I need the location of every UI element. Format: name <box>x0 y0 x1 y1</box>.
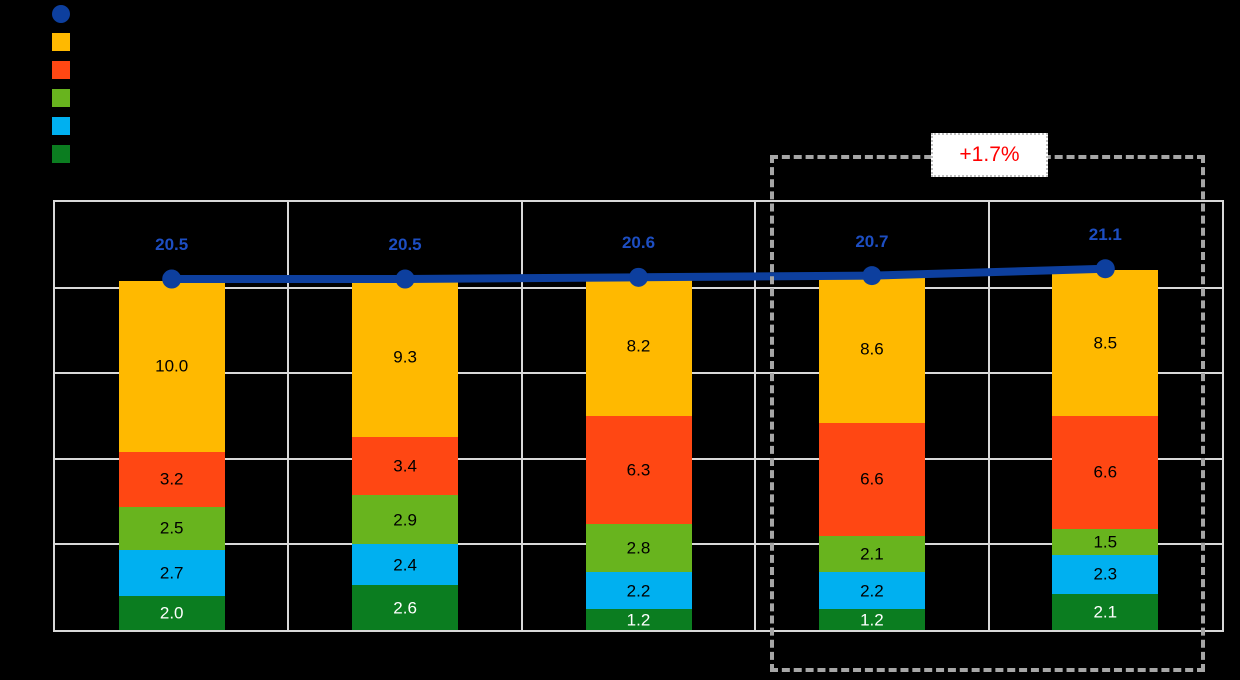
bar-segment-segment-dark-green <box>1052 594 1159 630</box>
total-value-label: 20.5 <box>388 235 422 255</box>
legend-square-icon <box>52 117 70 135</box>
bar-segment-value: 2.7 <box>159 563 184 583</box>
bar-segment-value: 6.6 <box>860 469 884 489</box>
bar-segment-value: 2.3 <box>1093 564 1118 584</box>
bar-segment-segment-amber <box>585 275 692 416</box>
bar-segment-segment-cyan <box>352 544 459 586</box>
gridline-vertical <box>754 202 757 630</box>
bar-segment-segment-amber <box>352 277 459 437</box>
legend <box>52 5 78 163</box>
total-value-label: 20.7 <box>855 231 889 251</box>
legend-item-segment-dark-green <box>52 145 78 163</box>
bar-segment-value: 2.8 <box>626 538 651 558</box>
gridline-vertical <box>520 202 523 630</box>
legend-item-segment-cyan <box>52 117 78 135</box>
legend-item-total-line <box>52 5 78 23</box>
bar-segment-value: 10.0 <box>155 356 189 376</box>
bar-segment-segment-orange <box>118 451 225 507</box>
bar-segment-segment-orange <box>352 436 459 495</box>
bar-segment-segment-amber <box>1052 270 1159 416</box>
legend-item-segment-amber <box>52 33 78 51</box>
gridline-vertical <box>987 202 990 630</box>
bar-segment-value: 3.4 <box>393 456 417 476</box>
bar-segment-value: 2.1 <box>860 544 884 564</box>
growth-annotation-box: +1.7% <box>931 133 1048 177</box>
bar-segment-segment-green <box>585 523 692 572</box>
gridline-vertical <box>287 202 290 630</box>
legend-item-segment-orange <box>52 61 78 79</box>
bar-segment-value: 1.2 <box>860 610 884 630</box>
total-line <box>162 259 1115 289</box>
bar-segment-segment-green <box>118 506 225 550</box>
bar-segment-segment-green <box>818 535 925 572</box>
bar-segment-value: 8.5 <box>1093 333 1118 353</box>
line-marker <box>1095 259 1115 279</box>
bar-segment-segment-dark-green <box>818 609 925 630</box>
bar-segment-value: 2.2 <box>860 581 884 601</box>
bar-segment-segment-amber <box>118 280 225 452</box>
total-value-label: 20.5 <box>155 235 189 255</box>
bar-segment-segment-green <box>352 494 459 545</box>
bar-segment-segment-orange <box>1052 416 1159 529</box>
bar-segment-value: 9.3 <box>393 347 417 367</box>
legend-square-icon <box>52 33 70 51</box>
bar-segment-value: 2.5 <box>159 518 184 538</box>
bar-segment-segment-orange <box>818 422 925 536</box>
legend-item-segment-green <box>52 89 78 107</box>
bar-segment-value: 2.1 <box>1093 602 1118 622</box>
bar-segment-segment-cyan <box>1052 554 1159 595</box>
legend-circle-icon <box>52 5 70 23</box>
bar-segment-segment-cyan <box>118 549 225 596</box>
legend-square-icon <box>52 145 70 163</box>
legend-square-icon <box>52 89 70 107</box>
plot-area: 2.0 2.7 2.5 3.2 10.0 2.6 2.4 2.9 3.4 9.3 1.2 2.2 2.8… <box>53 200 1224 632</box>
bar-segment-value: 2.6 <box>393 598 417 618</box>
highlight-dashed-box <box>770 155 1205 672</box>
bar-segment-segment-orange <box>585 416 692 524</box>
bar-segment-value: 6.3 <box>626 460 651 480</box>
bar-segment-value: 2.0 <box>159 603 184 623</box>
bar-segment-value: 1.5 <box>1093 532 1118 552</box>
bar-segment-segment-dark-green <box>118 595 225 630</box>
bar-segment-value: 2.2 <box>626 581 651 601</box>
line-marker <box>162 269 182 289</box>
bar-segment-segment-cyan <box>585 571 692 610</box>
bar-segment-value: 6.6 <box>1093 462 1118 482</box>
line-marker <box>395 269 415 289</box>
legend-square-icon <box>52 61 70 79</box>
bar-segment-segment-green <box>1052 528 1159 555</box>
total-value-label: 21.1 <box>1088 224 1122 244</box>
bar-segment-value: 2.9 <box>393 510 417 530</box>
bar-segment-segment-cyan <box>818 571 925 610</box>
growth-annotation-label: +1.7% <box>959 143 1020 166</box>
line-marker <box>862 266 882 286</box>
bar-segment-value: 8.6 <box>860 339 884 359</box>
bar-segment-segment-amber <box>818 275 925 423</box>
line-marker <box>629 267 648 287</box>
bar-segment-value: 1.2 <box>626 610 651 630</box>
bar-segment-value: 3.2 <box>159 469 184 489</box>
bar-segment-value: 2.4 <box>393 555 417 575</box>
bar-segment-segment-dark-green <box>585 609 692 630</box>
bar-segment-segment-dark-green <box>352 585 459 630</box>
total-value-label: 20.6 <box>621 233 656 253</box>
bar-segment-value: 8.2 <box>626 336 651 356</box>
